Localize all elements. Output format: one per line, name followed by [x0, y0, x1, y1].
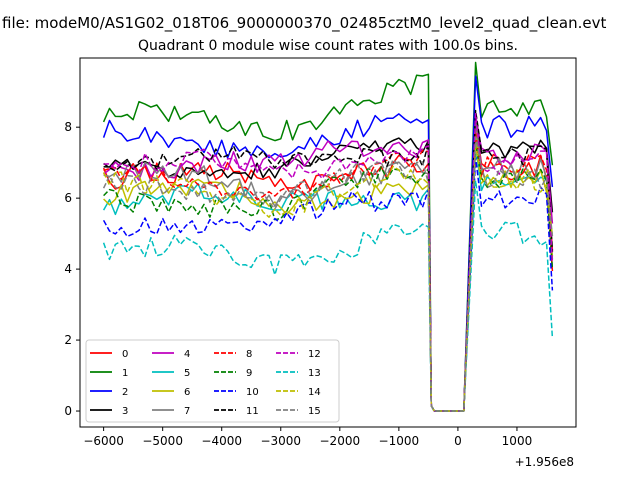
y-tick-label: 8	[64, 120, 72, 134]
legend-label-2: 2	[122, 387, 128, 398]
legend-label-9: 9	[246, 368, 252, 379]
legend-box	[85, 339, 340, 423]
y-tick-label: 2	[64, 333, 72, 347]
legend-label-3: 3	[122, 406, 128, 417]
series-layer	[102, 61, 554, 412]
x-axis: −6000 −5000 −4000 −3000 −2000 −1000 0 1000	[83, 427, 532, 448]
legend-label-6: 6	[184, 387, 190, 398]
legend-label-13: 13	[308, 368, 321, 379]
legend-label-8: 8	[246, 349, 252, 360]
legend-label-10: 10	[246, 387, 259, 398]
x-tick-label: −4000	[201, 434, 242, 448]
series-line-14	[102, 143, 554, 412]
legend-label-1: 1	[122, 368, 128, 379]
y-tick-label: 0	[64, 404, 72, 418]
legend-label-5: 5	[184, 368, 190, 379]
legend-label-4: 4	[184, 349, 190, 360]
series-line-15	[102, 136, 554, 412]
legend-label-15: 15	[308, 406, 321, 417]
x-offset-label: +1.956e8	[515, 455, 574, 469]
x-tick-label: −5000	[142, 434, 183, 448]
legend-label-0: 0	[122, 349, 128, 360]
y-tick-label: 6	[64, 191, 72, 205]
x-tick-label: −6000	[83, 434, 124, 448]
x-tick-label: 0	[454, 434, 462, 448]
x-tick-label: 1000	[502, 434, 533, 448]
series-line-11	[103, 109, 554, 412]
series-line-10	[102, 156, 554, 412]
legend-label-7: 7	[184, 406, 190, 417]
series-line-8	[103, 132, 554, 412]
x-tick-label: −1000	[379, 434, 420, 448]
series-line-2	[102, 75, 554, 412]
figure-suptitle: file: modeM0/AS1G02_018T06_9000000370_02…	[2, 14, 606, 33]
legend-label-11: 11	[246, 406, 259, 417]
legend-label-14: 14	[308, 387, 321, 398]
y-tick-label: 4	[64, 262, 72, 276]
series-line-9	[103, 142, 554, 412]
x-tick-label: −2000	[320, 434, 361, 448]
y-axis: 0 2 4 6 8	[64, 120, 80, 418]
chart-title: Quadrant 0 module wise count rates with …	[138, 38, 518, 54]
plot-frame	[79, 57, 577, 428]
x-tick-label: −3000	[260, 434, 301, 448]
series-line-13	[102, 179, 554, 412]
legend-label-12: 12	[308, 349, 321, 360]
